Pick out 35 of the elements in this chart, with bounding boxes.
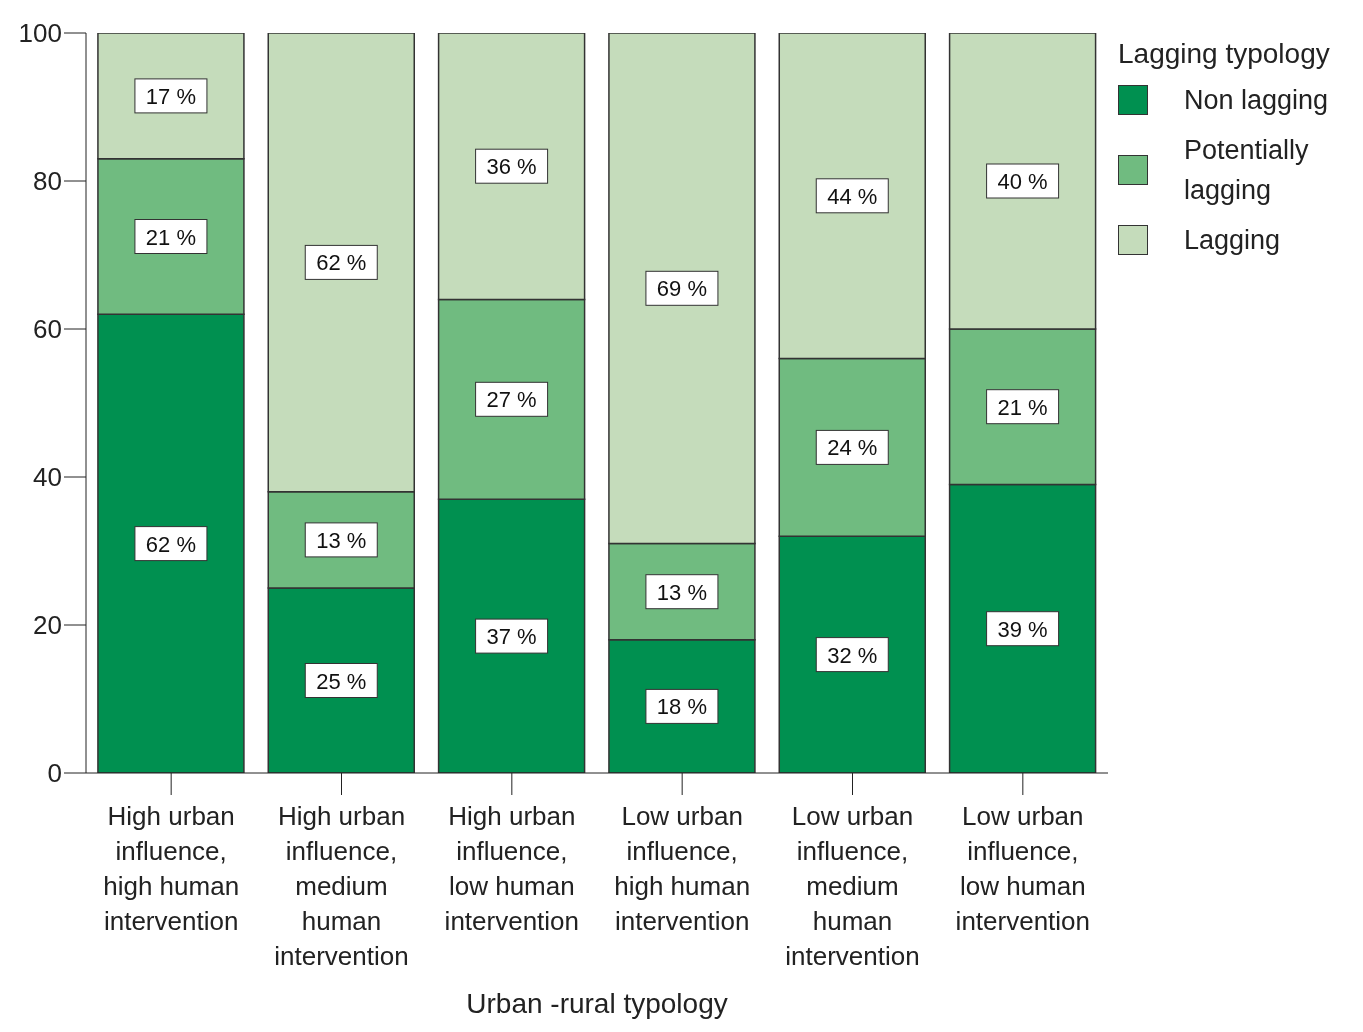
y-tick-label: 0 [47,758,62,789]
data-label: 39 % [997,616,1048,642]
x-tick-label: High urban influence, medium human intervention [274,801,409,971]
data-label: 62 % [316,250,367,276]
data-label: 32 % [827,642,878,668]
data-label: 25 % [316,668,367,694]
y-tick-label: 20 [33,610,62,641]
data-label: 40 % [997,169,1048,194]
data-label: 36 % [486,154,537,180]
y-tick-label: 60 [33,314,62,345]
data-label: 69 % [656,276,707,302]
x-tick-label: High urban influence, high human intervention [103,801,240,936]
x-axis-title: Urban -rural typology [466,988,728,1019]
data-label: 17 % [145,83,196,109]
legend-label: Lagging [1184,224,1282,257]
data-label: 37 % [486,624,537,650]
data-label: 21 % [997,394,1048,420]
legend-label: Potentially lagging [1184,134,1310,207]
legend-label: Non lagging [1184,84,1330,117]
x-tick-label: High urban influence, low human intervention [444,801,580,936]
x-tick-label: Low urban influence, high human intervention [614,801,751,936]
data-label: 18 % [656,694,707,720]
y-tick-label: 40 [33,462,62,493]
y-tick-label: 80 [33,166,62,197]
legend-title: Lagging typology [1118,38,1331,70]
data-label: 21 % [145,224,196,250]
data-label: 24 % [827,435,878,461]
data-label: 62 % [145,531,196,557]
x-tick-label: Low urban influence, low human intervention [955,801,1091,936]
y-tick-label: 100 [18,18,62,49]
data-label: 44 % [827,183,878,209]
data-label: 27 % [486,387,537,413]
x-tick-label: Low urban influence, medium human intervention [785,801,920,971]
data-label: 13 % [316,527,367,553]
data-label: 13 % [656,579,707,605]
